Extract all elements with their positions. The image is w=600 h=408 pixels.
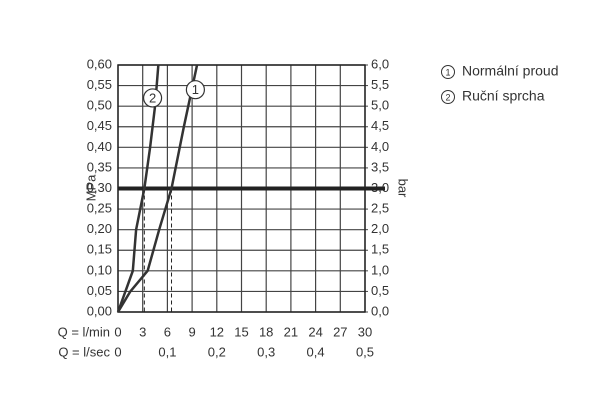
y-tick-label: 0,55 xyxy=(87,77,112,92)
y-tick-label: 0,45 xyxy=(87,118,112,133)
y2-tick-label: 0,0 xyxy=(371,303,389,318)
y-tick-label: 0,25 xyxy=(87,201,112,216)
y-tick-label: 0,05 xyxy=(87,283,112,298)
x2-tick-label: 0,3 xyxy=(257,344,275,359)
legend-label: Ruční sprcha xyxy=(462,88,545,104)
x2-tick-label: 0,1 xyxy=(158,344,176,359)
x-tick-label: 30 xyxy=(358,324,372,339)
x-tick-label: 0 xyxy=(114,324,121,339)
x2-tick-label: 0,4 xyxy=(307,344,325,359)
x-tick-label: 27 xyxy=(333,324,347,339)
y-tick-label: 0,35 xyxy=(87,159,112,174)
legend-marker-label: 2 xyxy=(445,92,450,102)
x-axis-title: Q = l/min xyxy=(58,324,110,339)
series-line xyxy=(116,64,199,313)
y-tick-label: 0,20 xyxy=(87,221,112,236)
y-tick-label: 0,30 xyxy=(87,180,112,195)
y2-tick-label: 5,5 xyxy=(371,77,389,92)
y-tick-label: 0,15 xyxy=(87,242,112,257)
x2-tick-label: 0,5 xyxy=(356,344,374,359)
y-tick-label: 0,00 xyxy=(87,303,112,318)
legend-label: Normální proud xyxy=(462,63,559,79)
y-tick-label: 0,10 xyxy=(87,262,112,277)
y-tick-label: 0,60 xyxy=(87,56,112,71)
x-tick-label: 3 xyxy=(139,324,146,339)
y2-tick-label: 4,0 xyxy=(371,139,389,154)
y2-tick-label: 0,5 xyxy=(371,283,389,298)
y2-tick-label: 2,5 xyxy=(371,201,389,216)
y2-tick-label: 3,5 xyxy=(371,159,389,174)
x2-axis-title: Q = l/sec xyxy=(58,344,110,359)
y2-tick-label: 2,0 xyxy=(371,221,389,236)
curve-label-circle xyxy=(185,80,205,100)
y2-tick-label: 1,0 xyxy=(371,262,389,277)
legend-marker xyxy=(441,65,455,79)
x2-tick-label: 0,2 xyxy=(208,344,226,359)
legend-marker-label: 1 xyxy=(445,67,450,77)
x-tick-label: 15 xyxy=(234,324,248,339)
y2-tick-label: 6,0 xyxy=(371,56,389,71)
x-tick-label: 12 xyxy=(210,324,224,339)
x-tick-label: 21 xyxy=(284,324,298,339)
x2-tick-label: 0 xyxy=(114,344,121,359)
y-tick-label: 0,50 xyxy=(87,98,112,113)
y-tick-label: 0,40 xyxy=(87,139,112,154)
x-tick-label: 9 xyxy=(188,324,195,339)
x-tick-label: 24 xyxy=(308,324,322,339)
curve-label-circle xyxy=(142,88,163,108)
y2-axis-title: bar xyxy=(396,179,411,198)
curve-label: 1 xyxy=(192,82,199,97)
legend-marker xyxy=(441,90,455,104)
curve-label: 2 xyxy=(149,90,156,105)
y2-tick-label: 5,0 xyxy=(371,98,389,113)
y2-tick-label: 1,5 xyxy=(371,242,389,257)
x-tick-label: 6 xyxy=(164,324,171,339)
y2-tick-label: 4,5 xyxy=(371,118,389,133)
y-axis-title: MPa xyxy=(83,174,98,202)
x-tick-label: 18 xyxy=(259,324,273,339)
